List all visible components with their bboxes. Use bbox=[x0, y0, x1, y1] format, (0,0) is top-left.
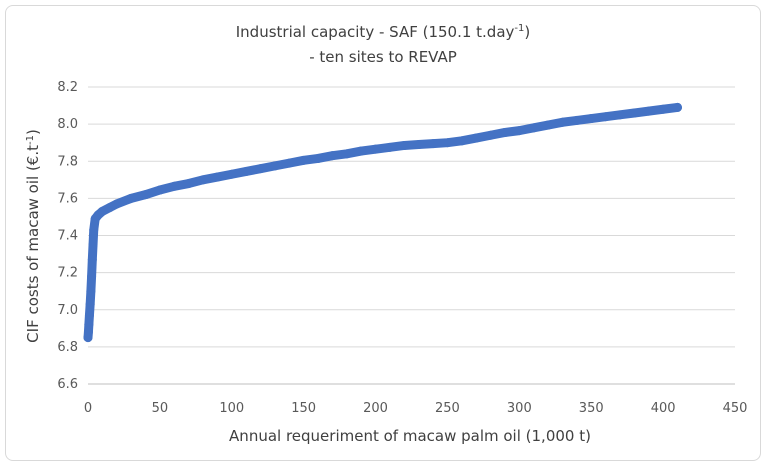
data-point bbox=[184, 179, 194, 189]
data-series bbox=[83, 102, 682, 343]
chart-frame bbox=[5, 5, 761, 461]
data-point bbox=[586, 114, 596, 124]
data-point bbox=[629, 108, 639, 118]
data-point bbox=[198, 175, 208, 185]
data-point bbox=[529, 123, 539, 133]
data-point bbox=[212, 172, 222, 182]
x-tick-label: 250 bbox=[435, 401, 460, 416]
y-tick-label: 8.2 bbox=[57, 80, 78, 95]
data-point bbox=[84, 310, 94, 320]
data-point bbox=[557, 117, 567, 127]
gridlines bbox=[88, 86, 735, 385]
x-tick-label: 400 bbox=[651, 401, 676, 416]
x-tick-label: 150 bbox=[291, 401, 316, 416]
data-point bbox=[270, 161, 280, 171]
data-point bbox=[500, 127, 510, 137]
data-point bbox=[385, 142, 395, 152]
data-point bbox=[83, 327, 93, 337]
y-tick-label: 8.0 bbox=[57, 117, 78, 132]
data-point bbox=[169, 181, 179, 191]
chart-title-line-1: Industrial capacity - SAF (150.1 t.day-1… bbox=[236, 23, 531, 41]
data-point bbox=[227, 169, 237, 179]
data-point bbox=[155, 185, 165, 195]
data-point bbox=[342, 149, 352, 159]
x-tick-label: 50 bbox=[152, 401, 169, 416]
data-point bbox=[313, 153, 323, 163]
y-tick-label: 7.2 bbox=[57, 266, 78, 281]
data-point bbox=[126, 193, 136, 203]
data-point bbox=[112, 199, 122, 209]
data-point bbox=[88, 240, 98, 250]
y-tick-label: 7.8 bbox=[57, 154, 78, 169]
data-point bbox=[514, 126, 524, 136]
data-point bbox=[486, 130, 496, 140]
data-point bbox=[543, 120, 553, 130]
y-tick-label: 6.6 bbox=[57, 377, 78, 392]
y-tick-label: 7.4 bbox=[57, 229, 78, 244]
y-axis: 6.6 6.8 7.0 7.2 7.4 7.6 7.8 8.0 8.2 bbox=[57, 80, 78, 392]
x-axis-title: Annual requeriment of macaw palm oil (1,… bbox=[229, 427, 591, 445]
x-tick-label: 350 bbox=[579, 401, 604, 416]
data-point bbox=[457, 136, 467, 146]
data-point bbox=[141, 190, 151, 200]
x-axis: 0 50 100 150 200 250 300 350 400 450 bbox=[84, 383, 748, 416]
x-tick-label: 100 bbox=[219, 401, 244, 416]
data-point bbox=[84, 320, 94, 330]
data-point bbox=[399, 140, 409, 150]
data-point bbox=[299, 155, 309, 165]
data-point bbox=[442, 138, 452, 148]
data-point bbox=[105, 203, 115, 213]
x-tick-label: 300 bbox=[507, 401, 532, 416]
data-point bbox=[356, 146, 366, 156]
data-point bbox=[87, 255, 97, 265]
y-tick-label: 7.0 bbox=[57, 303, 78, 318]
y-tick-label: 7.6 bbox=[57, 191, 78, 206]
data-point bbox=[414, 140, 424, 150]
data-point bbox=[428, 139, 438, 149]
x-tick-label: 200 bbox=[363, 401, 388, 416]
x-tick-label: 0 bbox=[84, 401, 92, 416]
data-point bbox=[256, 164, 266, 174]
data-point bbox=[471, 133, 481, 143]
data-point bbox=[658, 104, 668, 114]
data-point bbox=[86, 286, 96, 296]
y-tick-label: 6.8 bbox=[57, 340, 78, 355]
series-trace bbox=[83, 102, 682, 343]
data-point bbox=[87, 271, 97, 281]
y-axis-title: CIF costs of macaw oil (€.t-1) bbox=[24, 129, 42, 343]
data-point bbox=[572, 115, 582, 125]
data-point bbox=[371, 144, 381, 154]
x-tick-label: 450 bbox=[723, 401, 748, 416]
chart-title-line-2: - ten sites to REVAP bbox=[309, 48, 457, 66]
data-point bbox=[97, 206, 107, 216]
data-point bbox=[601, 112, 611, 122]
data-point bbox=[327, 151, 337, 161]
data-point bbox=[284, 158, 294, 168]
data-point bbox=[615, 110, 625, 120]
data-point bbox=[85, 299, 95, 309]
data-point bbox=[644, 106, 654, 116]
data-point bbox=[672, 102, 682, 112]
data-point bbox=[89, 225, 99, 235]
data-point bbox=[241, 166, 251, 176]
